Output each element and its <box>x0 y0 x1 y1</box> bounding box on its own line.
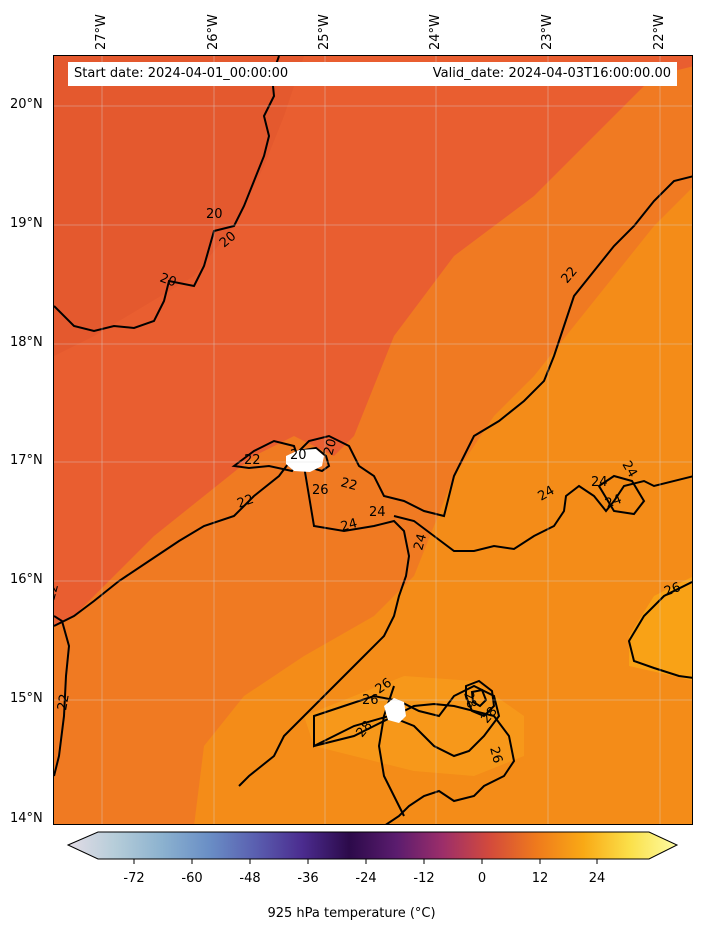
colorbar-tick-marks <box>133 859 598 864</box>
missing-data-patch-north <box>286 449 324 472</box>
colorbar-tick-label: -72 <box>123 871 145 886</box>
colorbar-tick-label: 12 <box>531 871 549 886</box>
contour-label: 22 <box>55 693 73 712</box>
contour-24-main <box>238 465 411 787</box>
lon-tick-label: 25°W <box>317 14 332 50</box>
colorbar-tick-label: -12 <box>413 871 435 886</box>
colorbar-tick-label: 24 <box>588 871 606 886</box>
colorbar-title: 925 hPa temperature (°C) <box>267 906 436 921</box>
lon-tick-label: 23°W <box>540 14 555 50</box>
lon-tick-label: 24°W <box>428 14 443 50</box>
contour-label: 26 <box>312 483 329 498</box>
contour-label: 22 <box>54 582 62 602</box>
contour-22-west <box>54 615 71 777</box>
contour-label: 26 <box>486 745 505 765</box>
contour-label: 20 <box>206 207 223 222</box>
lat-tick-label: 16°N <box>10 572 43 587</box>
contour-label: 20 <box>321 437 340 457</box>
temperature-field-warm <box>194 188 692 824</box>
contour-label: 24 <box>536 483 558 504</box>
start-date-text: Start date: 2024-04-01_00:00:00 <box>74 66 289 81</box>
contour-label: 24 <box>411 532 430 552</box>
missing-data-patch-south <box>384 698 406 723</box>
colorbar-tick-label: -24 <box>355 871 377 886</box>
contour-label: 22 <box>339 475 359 494</box>
gridlines <box>54 56 692 824</box>
contour-label: 22 <box>235 492 256 512</box>
lat-tick-label: 18°N <box>10 335 43 350</box>
temperature-field-hot <box>629 577 692 681</box>
contour-24-east <box>393 475 692 552</box>
contour-label: 24 <box>339 516 359 535</box>
contour-label: 22 <box>244 453 261 468</box>
colorbar-tick-label: -48 <box>239 871 261 886</box>
contour-label: 20 <box>158 271 179 291</box>
valid-date-text: Valid_date: 2024-04-03T16:00:00.00 <box>432 66 671 81</box>
lat-tick-label: 19°N <box>10 216 43 231</box>
lon-tick-label: 22°W <box>652 14 667 50</box>
colorbar-tick-label: 0 <box>477 871 487 886</box>
contour-22-north <box>54 175 692 627</box>
contour-lines <box>54 56 692 824</box>
contour-label: 26 <box>362 693 379 708</box>
colorbar-tick-label: -36 <box>297 871 319 886</box>
contour-24-east-loop <box>597 474 646 516</box>
temperature-map: 20 20 20 20 20 22 22 22 22 22 22 24 24 2… <box>54 56 692 824</box>
contour-label: 24 <box>619 459 640 481</box>
date-info-box: Start date: 2024-04-01_00:00:00 Valid_da… <box>68 62 677 86</box>
lon-tick-label: 27°W <box>94 14 109 50</box>
lat-tick-label: 17°N <box>10 453 43 468</box>
contour-label: 24 <box>603 492 624 512</box>
contour-28-core <box>465 679 496 718</box>
lon-tick-label: 26°W <box>206 14 221 50</box>
colorbar-bar <box>66 831 679 860</box>
contour-20 <box>54 56 280 333</box>
lat-tick-label: 14°N <box>10 811 43 826</box>
contour-label-group: 20 20 20 20 20 22 22 22 22 22 22 24 24 2… <box>54 207 683 765</box>
temperature-field-coldest <box>54 56 304 356</box>
lat-tick-label: 15°N <box>10 691 43 706</box>
contour-label: 28 <box>460 690 479 710</box>
contour-26-east <box>627 580 692 679</box>
lat-tick-label: 20°N <box>10 97 43 112</box>
contour-label: 24 <box>591 475 608 490</box>
contour-label: 26 <box>662 580 683 600</box>
contour-label: 20 <box>290 448 307 463</box>
contour-label: 24 <box>369 505 386 520</box>
colorbar-tick-label: -60 <box>181 871 203 886</box>
map-panel: 20 20 20 20 20 22 22 22 22 22 22 24 24 2… <box>53 55 693 825</box>
